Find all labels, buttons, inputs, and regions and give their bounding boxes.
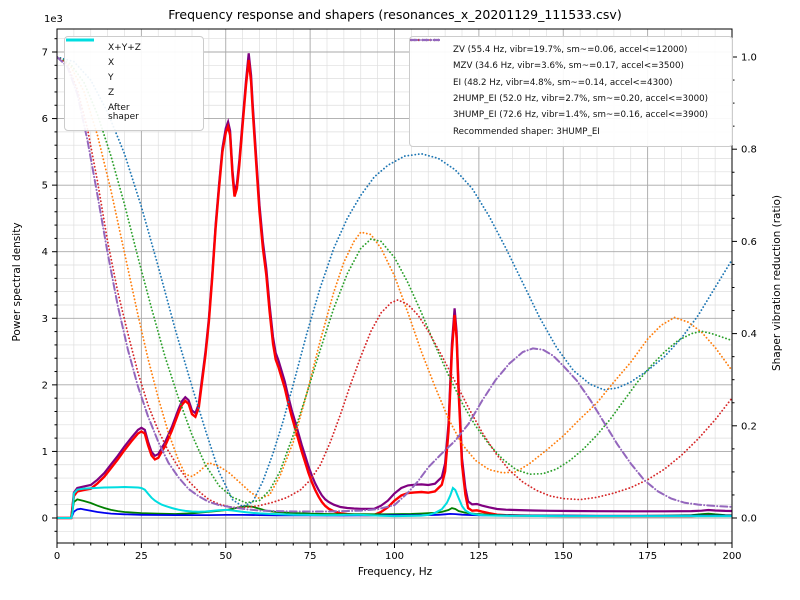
y-right-tick-label: 1.0 [741, 53, 757, 64]
series-ei-line [57, 56, 732, 504]
series-after-shaper-line [57, 485, 732, 519]
legend-line-sample-icon [66, 38, 101, 82]
legend-item: After shaper [66, 38, 197, 123]
y-left-tick-label: 3 [42, 314, 48, 325]
legend-line-sample-icon [410, 38, 446, 54]
legend-line-sample-icon [66, 38, 101, 52]
legend-item: Z [66, 38, 197, 98]
y-right-tick-label: 0.4 [741, 329, 757, 340]
y-right-tick-label: 0.8 [741, 145, 757, 156]
axis-tick-labels: 0 25 50 75 100 125 150 175 200 0 1 2 3 4 5 6 7 0.0 0.2 0.4 0… [42, 48, 757, 563]
series-x-y-z-line [57, 53, 732, 520]
x-tick-label: 50 [219, 551, 232, 562]
legend-line-sample-icon [66, 38, 101, 116]
legend-item-label: 2HUMP_EI (52.0 Hz, vibr=2.7%, sm~=0.20, … [453, 94, 709, 105]
legend-item: X+Y+Z [66, 38, 197, 54]
legend-item-label: After shaper [108, 102, 139, 123]
y-axis-label-right: Shaper vibration reduction (ratio) [771, 194, 783, 372]
x-tick-label: 0 [54, 551, 60, 562]
series-zv-line [57, 56, 732, 508]
legend-item: ZV (55.4 Hz, vibr=19.7%, sm~=0.06, accel… [410, 38, 726, 56]
series-2hump-ei-line [57, 56, 732, 509]
legend-item-label: 3HUMP_EI (72.6 Hz, vibr=1.4%, sm~=0.16, … [453, 110, 709, 121]
legend-item: X [66, 38, 197, 69]
legend-item-label: Y [108, 73, 114, 84]
y-left-tick-label: 1 [42, 447, 48, 458]
legend-item-label: MZV (34.6 Hz, vibr=3.6%, sm~=0.17, accel… [453, 61, 684, 72]
y-left-tick-label: 7 [42, 48, 48, 59]
series-lines [57, 53, 732, 520]
legend-line-sample-icon [410, 38, 446, 70]
y-axis-offset-label: 1e3 [44, 14, 63, 25]
y-right-tick-label: 0.0 [741, 514, 757, 525]
legend-item-label: Z [108, 87, 115, 98]
y-left-tick-label: 4 [42, 247, 48, 258]
x-axis-label: Frequency, Hz [357, 566, 433, 578]
legend-line-sample-icon [410, 38, 446, 103]
y-right-tick-label: 0.6 [741, 237, 757, 248]
legend-line-sample-icon [66, 38, 101, 67]
series-3hump-ei-line [57, 56, 732, 513]
legend-item: Y [66, 38, 197, 84]
x-tick-label: 100 [385, 551, 404, 562]
y-left-tick-label: 0 [42, 514, 48, 525]
legend-footer: Recommended shaper: 3HUMP_EI [416, 126, 726, 137]
legend-item: EI (48.2 Hz, vibr=4.8%, sm~=0.14, accel<… [410, 38, 726, 88]
x-tick-label: 75 [304, 551, 317, 562]
legend-shapers: ZV (55.4 Hz, vibr=19.7%, sm~=0.06, accel… [409, 36, 733, 147]
y-left-tick-label: 2 [42, 380, 48, 391]
y-right-tick-label: 0.2 [741, 421, 757, 432]
x-tick-label: 200 [722, 551, 741, 562]
legend-item-label: X [108, 58, 115, 69]
series-mzv-line [57, 56, 732, 500]
legend-item: 2HUMP_EI (52.0 Hz, vibr=2.7%, sm~=0.20, … [410, 38, 726, 105]
x-tick-label: 25 [135, 551, 148, 562]
axis-ticks [52, 38, 737, 548]
legend-line-sample-icon [410, 38, 446, 86]
legend-item-label: EI (48.2 Hz, vibr=4.8%, sm~=0.14, accel<… [453, 77, 673, 88]
legend-item-label: ZV (55.4 Hz, vibr=19.7%, sm~=0.06, accel… [453, 45, 688, 56]
legend-line-sample-icon [66, 38, 101, 97]
legend-measured: X+Y+Z X Y Z After shaper [64, 36, 204, 131]
chart-title: Frequency response and shapers (resonanc… [168, 7, 622, 22]
series-x-line [57, 59, 732, 520]
legend-line-sample-icon [410, 38, 446, 119]
y-axis-label-left: Power spectral density [11, 222, 23, 342]
y-left-tick-label: 6 [42, 114, 48, 125]
y-left-tick-label: 5 [42, 181, 48, 192]
legend-item: 3HUMP_EI (72.6 Hz, vibr=1.4%, sm~=0.16, … [410, 38, 726, 121]
legend-item: MZV (34.6 Hz, vibr=3.6%, sm~=0.17, accel… [410, 38, 726, 72]
x-tick-label: 175 [638, 551, 657, 562]
x-tick-label: 125 [469, 551, 488, 562]
x-tick-label: 150 [554, 551, 573, 562]
legend-item-label: X+Y+Z [108, 43, 141, 54]
recommended-shaper-text: Recommended shaper: 3HUMP_EI [453, 126, 600, 137]
